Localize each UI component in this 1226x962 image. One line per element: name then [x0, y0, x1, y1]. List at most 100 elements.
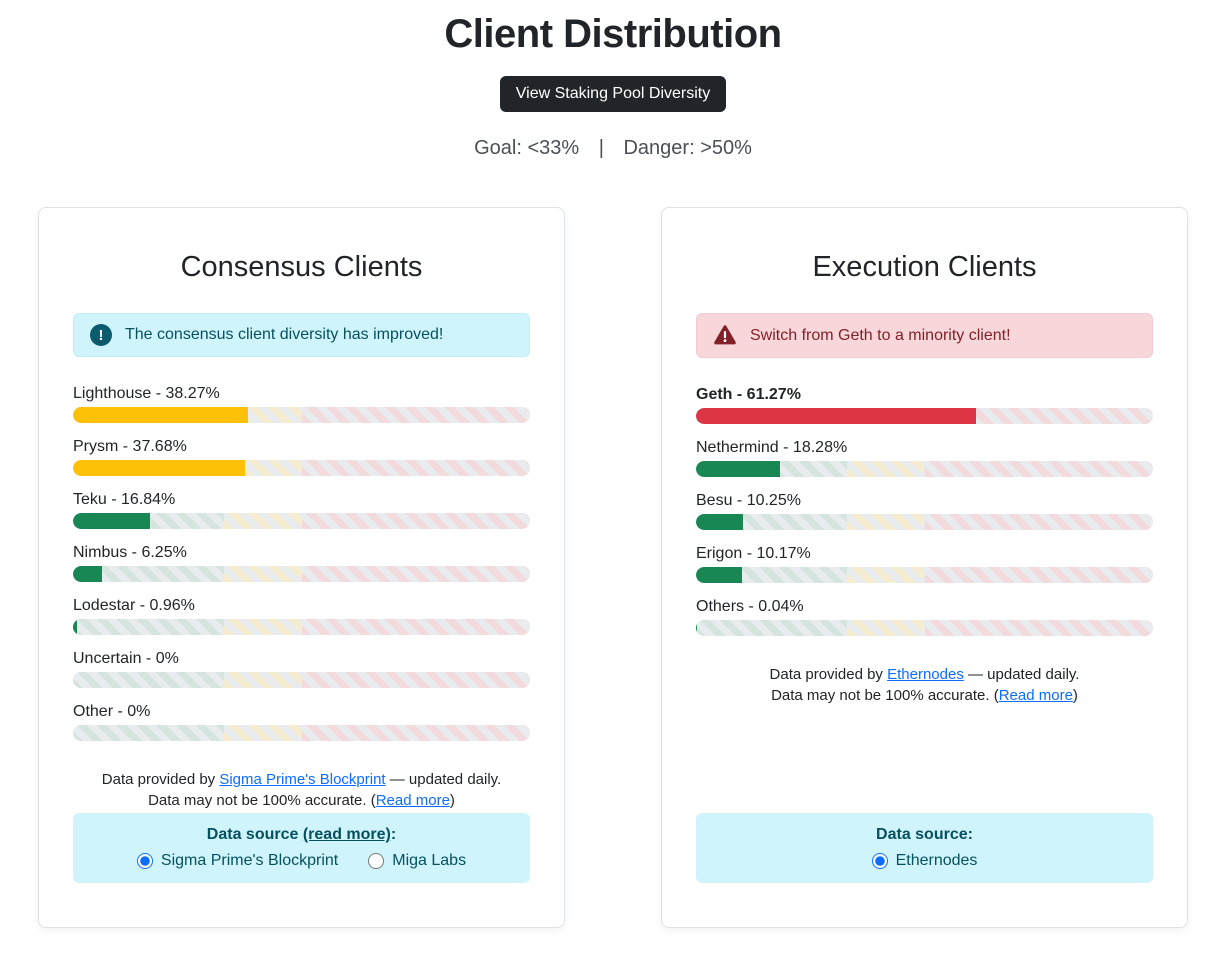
progress-track: [73, 725, 530, 741]
bar-label: Prysm - 37.68%: [73, 438, 530, 456]
danger-zone-stripes: [925, 461, 1154, 477]
footnote-text: ): [450, 792, 455, 809]
execution-bar-besu: Besu - 10.25%: [696, 492, 1153, 530]
consensus-clients-card: Consensus Clients ! The consensus client…: [38, 207, 565, 928]
danger-zone-stripes: [302, 407, 531, 423]
consensus-footnote: Data provided by Sigma Prime's Blockprin…: [73, 769, 530, 811]
goal-zone-stripes: [73, 619, 224, 635]
progress-fill: [696, 567, 742, 583]
bar-label: Uncertain - 0%: [73, 650, 530, 668]
progress-fill: [73, 513, 150, 529]
execution-danger-alert: Switch from Geth to a minority client!: [696, 313, 1153, 358]
mid-zone-stripes: [224, 725, 302, 741]
mid-zone-stripes: [224, 513, 302, 529]
execution-source-option-ethernodes[interactable]: Ethernodes: [872, 851, 978, 871]
consensus-bar-lighthouse: Lighthouse - 38.27%: [73, 385, 530, 423]
execution-footnote: Data provided by Ethernodes — updated da…: [696, 664, 1153, 706]
bar-label: Nimbus - 6.25%: [73, 544, 530, 562]
execution-card-title: Execution Clients: [696, 251, 1153, 284]
consensus-source-option-sigma-prime-s-blockprint[interactable]: Sigma Prime's Blockprint: [137, 851, 338, 871]
option-label: Sigma Prime's Blockprint: [161, 851, 338, 871]
bar-label: Nethermind - 18.28%: [696, 439, 1153, 457]
progress-track: [696, 514, 1153, 530]
progress-track: [696, 408, 1153, 424]
footnote-text: Data provided by: [770, 666, 888, 683]
consensus-bar-other: Other - 0%: [73, 703, 530, 741]
footnote-text: ): [1073, 687, 1078, 704]
execution-bar-nethermind: Nethermind - 18.28%: [696, 439, 1153, 477]
data-source-title: Data source (read more):: [85, 825, 518, 844]
goal-zone-stripes: [696, 620, 847, 636]
progress-fill: [696, 408, 976, 424]
warning-triangle-icon: [713, 324, 737, 347]
progress-track: [696, 620, 1153, 636]
bar-label: Other - 0%: [73, 703, 530, 721]
footnote-text: — updated daily.: [386, 771, 502, 788]
consensus-card-title: Consensus Clients: [73, 251, 530, 284]
execution-data-source-box: Data source: Ethernodes: [696, 813, 1153, 883]
danger-zone-stripes: [302, 619, 531, 635]
progress-fill: [73, 619, 77, 635]
footnote-text: Data may not be 100% accurate. (: [771, 687, 999, 704]
goal-danger-line: Goal: <33% | Danger: >50%: [0, 137, 1226, 160]
mid-zone-stripes: [847, 620, 925, 636]
execution-alert-text: Switch from Geth to a minority client!: [750, 327, 1011, 345]
data-source-read-more-link[interactable]: (read more): [303, 826, 391, 843]
consensus-source-radio-sigma-prime-s-blockprint[interactable]: [137, 853, 153, 869]
consensus-bar-uncertain: Uncertain - 0%: [73, 650, 530, 688]
danger-zone-stripes: [302, 513, 531, 529]
consensus-bar-lodestar: Lodestar - 0.96%: [73, 597, 530, 635]
progress-track: [73, 619, 530, 635]
progress-track: [73, 672, 530, 688]
consensus-info-alert: ! The consensus client diversity has imp…: [73, 313, 530, 357]
read-more-link[interactable]: Read more: [999, 687, 1073, 704]
footnote-text: — updated daily.: [964, 666, 1080, 683]
danger-zone-stripes: [302, 672, 531, 688]
footnote-text: Data provided by: [102, 771, 220, 788]
bar-label: Others - 0.04%: [696, 598, 1153, 616]
mid-zone-stripes: [847, 461, 925, 477]
execution-source-radio-ethernodes[interactable]: [872, 853, 888, 869]
bar-label: Besu - 10.25%: [696, 492, 1153, 510]
progress-track: [696, 567, 1153, 583]
danger-zone-stripes: [302, 725, 531, 741]
execution-clients-card: Execution Clients Switch from Geth to a …: [661, 207, 1188, 928]
progress-track: [73, 566, 530, 582]
progress-track: [73, 513, 530, 529]
page-title: Client Distribution: [0, 12, 1226, 57]
consensus-source-option-miga-labs[interactable]: Miga Labs: [368, 851, 466, 871]
consensus-bars: Lighthouse - 38.27% Prysm - 37.68% Teku - …: [73, 385, 530, 756]
ethernodes-link[interactable]: Ethernodes: [887, 666, 964, 683]
bar-label: Lodestar - 0.96%: [73, 597, 530, 615]
consensus-bar-nimbus: Nimbus - 6.25%: [73, 544, 530, 582]
execution-bar-geth: Geth - 61.27%: [696, 386, 1153, 424]
consensus-alert-text: The consensus client diversity has impro…: [125, 326, 443, 344]
bar-label: Teku - 16.84%: [73, 491, 530, 509]
consensus-bar-teku: Teku - 16.84%: [73, 491, 530, 529]
separator: |: [599, 137, 604, 159]
mid-zone-stripes: [224, 566, 302, 582]
mid-zone-stripes: [847, 514, 925, 530]
goal-zone-stripes: [73, 725, 224, 741]
danger-zone-stripes: [302, 566, 531, 582]
progress-fill: [73, 460, 245, 476]
bar-label: Lighthouse - 38.27%: [73, 385, 530, 403]
bar-label: Erigon - 10.17%: [696, 545, 1153, 563]
read-more-link[interactable]: Read more: [376, 792, 450, 809]
option-label: Ethernodes: [896, 851, 978, 871]
data-source-title: Data source:: [708, 825, 1141, 844]
mid-zone-stripes: [224, 672, 302, 688]
footnote-text: Data may not be 100% accurate. (: [148, 792, 376, 809]
consensus-bar-prysm: Prysm - 37.68%: [73, 438, 530, 476]
progress-track: [73, 460, 530, 476]
progress-fill: [696, 461, 780, 477]
view-staking-pool-diversity-button[interactable]: View Staking Pool Diversity: [500, 76, 726, 112]
blockprint-link[interactable]: Sigma Prime's Blockprint: [219, 771, 385, 788]
danger-text: Danger: >50%: [623, 137, 751, 159]
exclamation-circle-icon: !: [90, 324, 112, 346]
consensus-data-source-options: Sigma Prime's Blockprint Miga Labs: [85, 851, 518, 871]
execution-bars: Geth - 61.27% Nethermind - 18.28% Besu - 1…: [696, 386, 1153, 651]
progress-track: [696, 461, 1153, 477]
bar-label: Geth - 61.27%: [696, 386, 1153, 404]
consensus-source-radio-miga-labs[interactable]: [368, 853, 384, 869]
